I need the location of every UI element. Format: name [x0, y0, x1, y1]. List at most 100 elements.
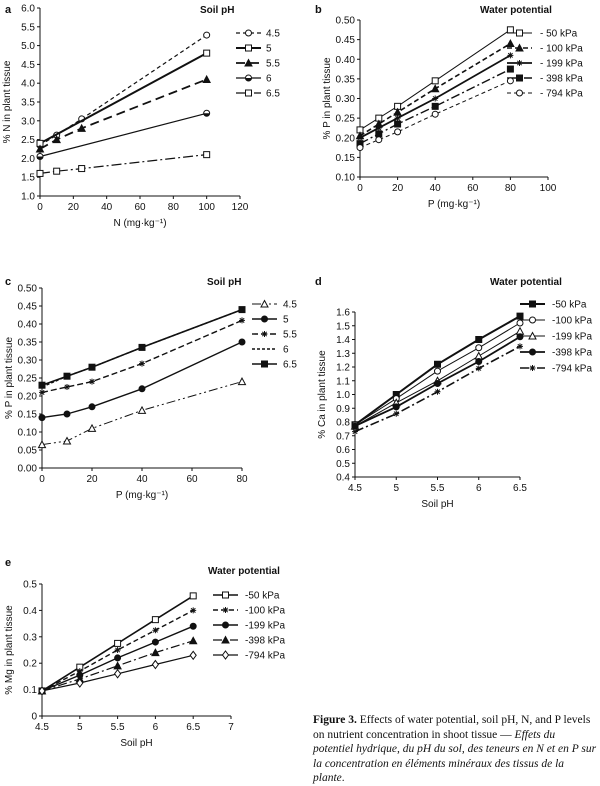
panel-e-data-point [114, 654, 122, 662]
panel-a-x-tick-label: 80 [168, 202, 180, 213]
panel-a-y-tick-label: 1.0 [21, 192, 35, 203]
panel-a-x-tick-label: 20 [68, 202, 80, 213]
panel-b-legend-title: Water potential [480, 5, 552, 16]
panel-d-legend-title: Water potential [490, 277, 562, 288]
panel-c-y-axis-label: % P in plant tissue [4, 337, 15, 420]
panel-c-x-tick-label: 40 [136, 474, 148, 485]
legend-marker [516, 89, 523, 97]
panel-b-y-tick-label: 0.45 [336, 35, 356, 46]
panel-c-data-point [88, 363, 96, 371]
panel-c-y-tick-label: 0.05 [18, 446, 38, 457]
legend-label: -794 kPa [245, 651, 285, 662]
panel-a-y-tick-label: 6.0 [21, 4, 35, 15]
legend-marker [261, 331, 268, 337]
panel-c-data-point [237, 377, 247, 386]
panel-c-legend-entry: 5 [252, 315, 289, 326]
panel-a-y-tick-label: 1.5 [21, 173, 35, 184]
panel-a-y-tick-label: 2.5 [21, 135, 35, 146]
panel-a-legend-entry: 5 [236, 44, 272, 55]
panel-b-x-tick-label: 20 [392, 183, 404, 194]
panel-a-y-tick-label: 2.0 [21, 154, 35, 165]
legend-marker [529, 365, 536, 371]
panel-d-y-tick-label: 1.4 [336, 335, 350, 346]
legend-label: 6 [266, 74, 272, 85]
panel-a-data-point [36, 153, 44, 161]
panel-b-x-tick-label: 100 [540, 183, 557, 194]
panel-b-y-tick-label: 0.25 [336, 114, 356, 125]
legend-label: 5 [283, 315, 289, 326]
legend-label: 5.5 [283, 330, 297, 341]
panel-e-data-point [151, 648, 160, 657]
panel-b-legend-entry: - 199 kPa [507, 59, 583, 70]
panel-c-legend-entry: 6 [252, 345, 289, 356]
panel-e-data-point [113, 668, 122, 679]
panel-a-data-point [203, 151, 211, 159]
legend-marker [260, 299, 269, 308]
legend-marker [528, 331, 537, 340]
panel-e-data-point [76, 678, 84, 688]
panel-d-legend-entry: -100 kPa [520, 316, 592, 327]
caption-french: Effets du potentiel hydrique, du pH du s… [313, 728, 597, 785]
panel-b-data-point [357, 134, 363, 141]
panel-b-data-point [394, 115, 401, 122]
panel-a-data-point [203, 49, 211, 57]
caption-text: Effects of water potential, soil pH, N, … [313, 714, 591, 741]
panel-d-data-point [475, 365, 482, 372]
panel-c-data-point [239, 317, 245, 324]
panel-d-legend-entry: -794 kPa [520, 364, 592, 375]
panel-d-y-tick-label: 1.5 [336, 321, 350, 332]
panel-d-y-tick-label: 0.5 [336, 459, 350, 470]
panel-d-series-199-kpa [350, 326, 525, 430]
legend-marker [529, 348, 536, 356]
panel-e-x-axis-label: Soil pH [120, 738, 152, 749]
panel-d-data-point [475, 344, 483, 352]
panel-b-data-point [431, 77, 439, 85]
panel-d-data-point [516, 333, 524, 341]
legend-marker [222, 607, 229, 613]
panel-a-series-line [39, 34, 208, 146]
panel-c-data-point [238, 338, 246, 346]
panel-c-series-6-5 [38, 306, 246, 389]
panel-a-series-5 [36, 49, 211, 147]
panel-c-data-point [38, 414, 46, 422]
legend-marker [244, 58, 253, 67]
panel-c-x-tick-label: 20 [86, 474, 98, 485]
panel-a-x-tick-label: 40 [101, 202, 113, 213]
panel-b-series-199-kpa [357, 52, 514, 141]
panel-c-y-tick-label: 0.20 [18, 392, 38, 403]
panel-d-y-tick-label: 0.6 [336, 445, 350, 456]
panel-e-data-point [190, 607, 197, 614]
legend-marker [515, 43, 524, 52]
legend-marker [529, 316, 536, 324]
panel-d-data-point [392, 403, 400, 411]
legend-marker [222, 621, 229, 629]
panel-d-letter: d [315, 276, 322, 288]
panel-e-data-point [188, 636, 198, 645]
panel-d-series-398-kpa [351, 333, 524, 430]
panel-c-data-point [62, 436, 72, 445]
panel-a-legend-entry: 5.5 [236, 58, 280, 70]
panel-d-series-100-kpa [351, 319, 524, 429]
panel-c-data-point [64, 384, 70, 390]
panel-b-data-point [431, 110, 439, 118]
panel-c-data-point [87, 423, 97, 432]
panel-d-y-tick-label: 1.0 [336, 390, 350, 401]
panel-e-legend-entry: -398 kPa [213, 635, 285, 647]
panel-d-x-tick-label: 4.5 [348, 483, 362, 494]
panel-a-x-tick-label: 0 [37, 202, 43, 213]
legend-marker [516, 29, 523, 37]
panel-e-legend-entry: -199 kPa [213, 621, 285, 632]
legend-label: - 794 kPa [540, 89, 583, 100]
panel-c-data-point [138, 385, 146, 393]
legend-label: 6.5 [266, 89, 280, 100]
panel-b-y-tick-label: 0.50 [336, 16, 356, 27]
panel-b-x-tick-label: 40 [430, 183, 442, 194]
panel-c-series-5-5 [39, 317, 245, 396]
legend-marker [245, 89, 252, 97]
panel-e-data-point [189, 592, 197, 600]
legend-label: 5 [266, 44, 272, 55]
caption-end: . [341, 772, 345, 784]
panel-d-data-point [516, 312, 524, 320]
panel-e-x-tick-label: 5 [77, 722, 83, 733]
